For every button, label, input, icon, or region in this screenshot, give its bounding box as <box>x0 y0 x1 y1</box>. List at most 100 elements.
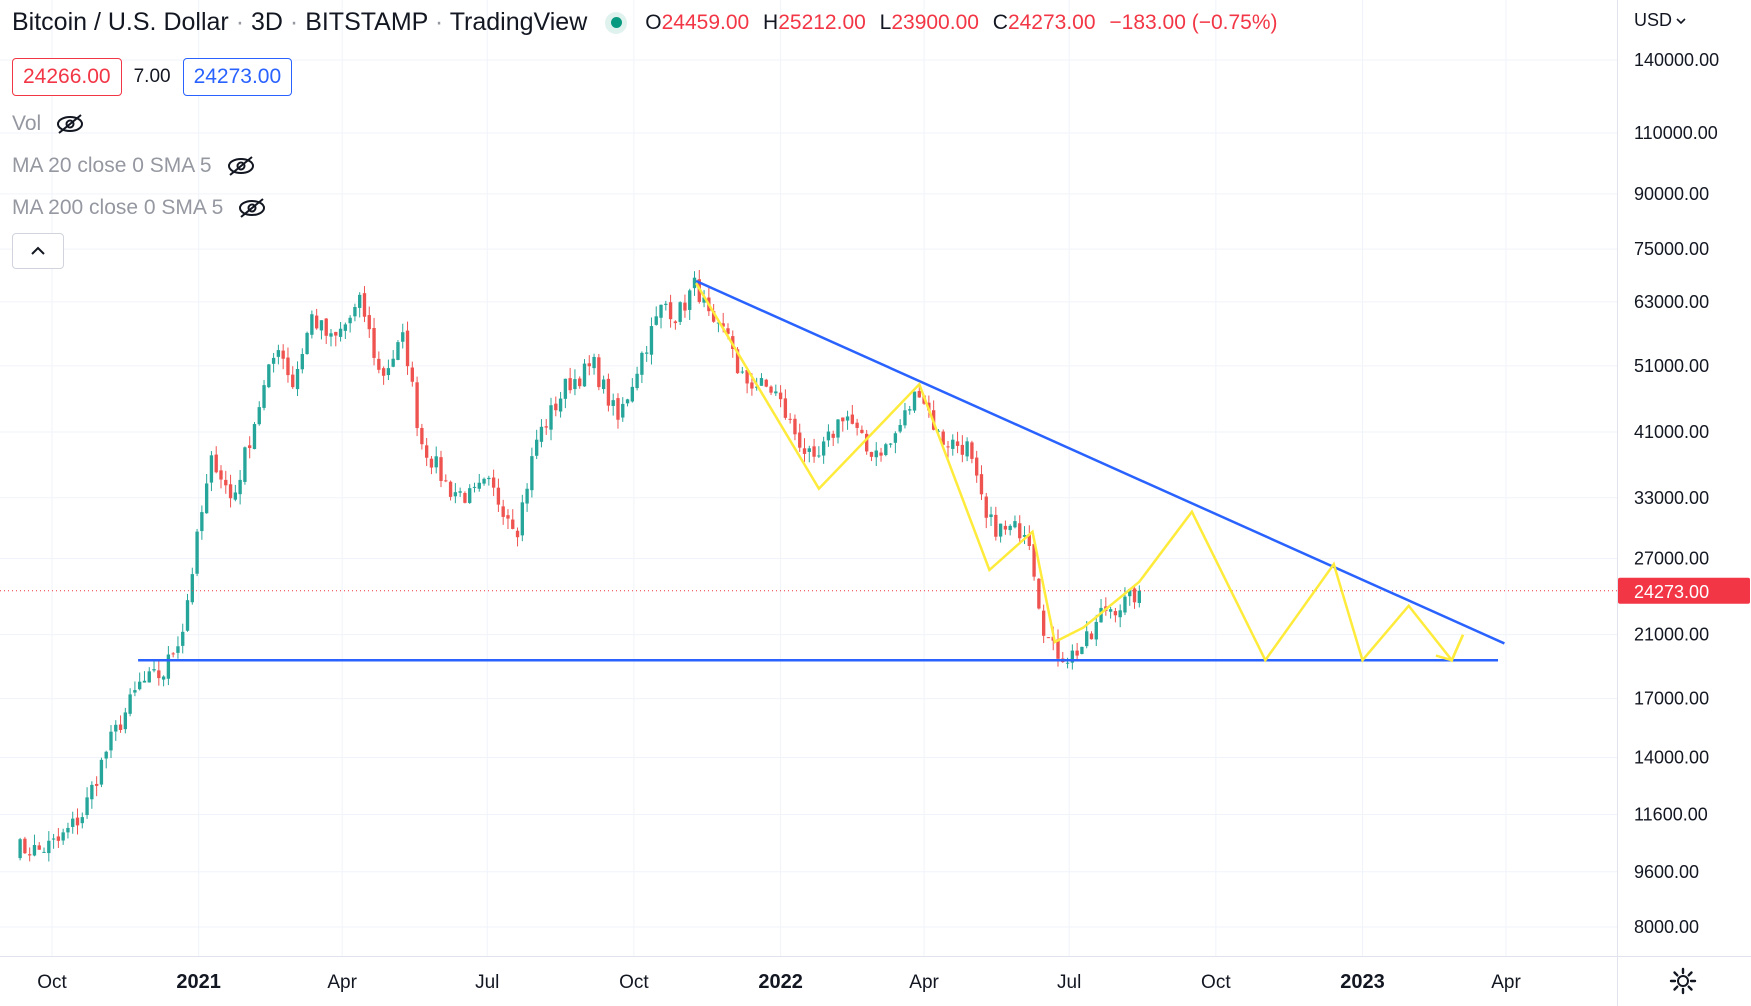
candle <box>23 836 27 854</box>
currency-selector[interactable]: USD <box>1634 10 1686 31</box>
candle-body <box>539 426 544 442</box>
candle <box>644 345 649 362</box>
symbol-name: Bitcoin / U.S. Dollar <box>12 8 229 36</box>
candle <box>625 398 630 407</box>
y-tick-label: 8000.00 <box>1634 917 1699 937</box>
candle <box>994 506 998 541</box>
candle <box>262 380 266 411</box>
candle <box>1003 520 1008 535</box>
candle <box>420 423 424 450</box>
candle <box>1018 515 1022 545</box>
candle <box>238 469 242 505</box>
candle <box>386 359 391 381</box>
collapse-legend-button[interactable] <box>12 233 64 269</box>
buy-price-button[interactable]: 24273.00 <box>182 58 293 96</box>
candle <box>310 310 314 339</box>
candle-body <box>468 488 472 503</box>
indicator-ma20[interactable]: MA 20 close 0 SMA 5 <box>12 154 256 178</box>
candle <box>898 419 902 434</box>
candle-body <box>917 390 921 398</box>
candle <box>884 442 888 457</box>
candle-body <box>133 690 137 693</box>
candle <box>453 483 458 504</box>
candle-body <box>826 431 831 441</box>
symbol-title[interactable]: Bitcoin / U.S. Dollar · 3D · BITSTAMP · … <box>12 8 587 37</box>
candle-body <box>300 354 304 370</box>
projection-polyline <box>695 282 1465 663</box>
candle-body <box>936 430 941 432</box>
candle-body <box>372 327 376 358</box>
candle-body <box>558 398 563 412</box>
candle <box>869 451 874 462</box>
candle <box>463 491 467 504</box>
open-value: 24459.00 <box>661 10 750 34</box>
candle <box>793 414 797 441</box>
eye-off-icon[interactable] <box>226 155 256 177</box>
candle-body <box>329 333 333 337</box>
candle-body <box>252 424 257 450</box>
candle <box>477 473 481 492</box>
candle-body <box>640 352 644 375</box>
candle <box>1104 597 1108 616</box>
candle <box>410 361 414 387</box>
candle-body <box>1123 596 1127 613</box>
candle-body <box>487 477 491 480</box>
indicator-ma200[interactable]: MA 200 close 0 SMA 5 <box>12 196 267 220</box>
candle-body <box>759 378 764 386</box>
candle-body <box>1070 650 1075 663</box>
candle-body <box>1085 631 1089 647</box>
candle-body <box>1013 521 1017 528</box>
candle <box>138 672 142 691</box>
candle <box>807 445 811 463</box>
candle <box>683 294 687 318</box>
candle-body <box>458 491 462 493</box>
candle <box>597 353 601 391</box>
candle-body <box>310 314 314 335</box>
candle-body <box>984 496 988 518</box>
candle-body <box>735 349 740 374</box>
candle <box>90 781 94 809</box>
candle-body <box>181 631 185 646</box>
candle-body <box>941 431 945 445</box>
candle <box>649 317 654 365</box>
candle <box>396 340 400 361</box>
candle <box>845 410 850 430</box>
candle <box>248 436 252 459</box>
candle-body <box>204 483 209 514</box>
candle <box>1128 588 1132 606</box>
candle-body <box>324 318 328 336</box>
candle-body <box>32 845 37 856</box>
candle <box>951 434 955 456</box>
sell-price-button[interactable]: 24266.00 <box>12 58 122 96</box>
candle-body <box>338 328 343 337</box>
candle-body <box>989 514 993 518</box>
candle <box>946 441 950 458</box>
candle-body <box>802 448 807 454</box>
candle <box>166 646 171 686</box>
gear-icon[interactable] <box>1668 966 1698 996</box>
candle-body <box>975 457 979 476</box>
candle <box>1075 642 1079 660</box>
eye-off-icon[interactable] <box>237 197 267 219</box>
candle <box>506 509 510 530</box>
candle-body <box>711 310 716 322</box>
candle-body <box>138 681 142 690</box>
candle-body <box>37 845 41 850</box>
candle-body <box>721 323 725 327</box>
candle-body <box>726 328 730 334</box>
candle-body <box>109 731 113 751</box>
market-status-icon[interactable] <box>605 11 628 34</box>
candle-body <box>793 418 797 435</box>
candle-body <box>568 378 572 391</box>
candle-body <box>783 398 788 418</box>
candle-body <box>348 317 352 324</box>
candle-body <box>621 403 625 418</box>
candle-body <box>491 477 496 488</box>
eye-off-icon[interactable] <box>55 113 85 135</box>
candle-body <box>166 654 171 679</box>
candle-body <box>90 784 94 800</box>
candle <box>1118 604 1122 628</box>
indicator-vol[interactable]: Vol <box>12 112 85 136</box>
candle <box>66 822 70 839</box>
